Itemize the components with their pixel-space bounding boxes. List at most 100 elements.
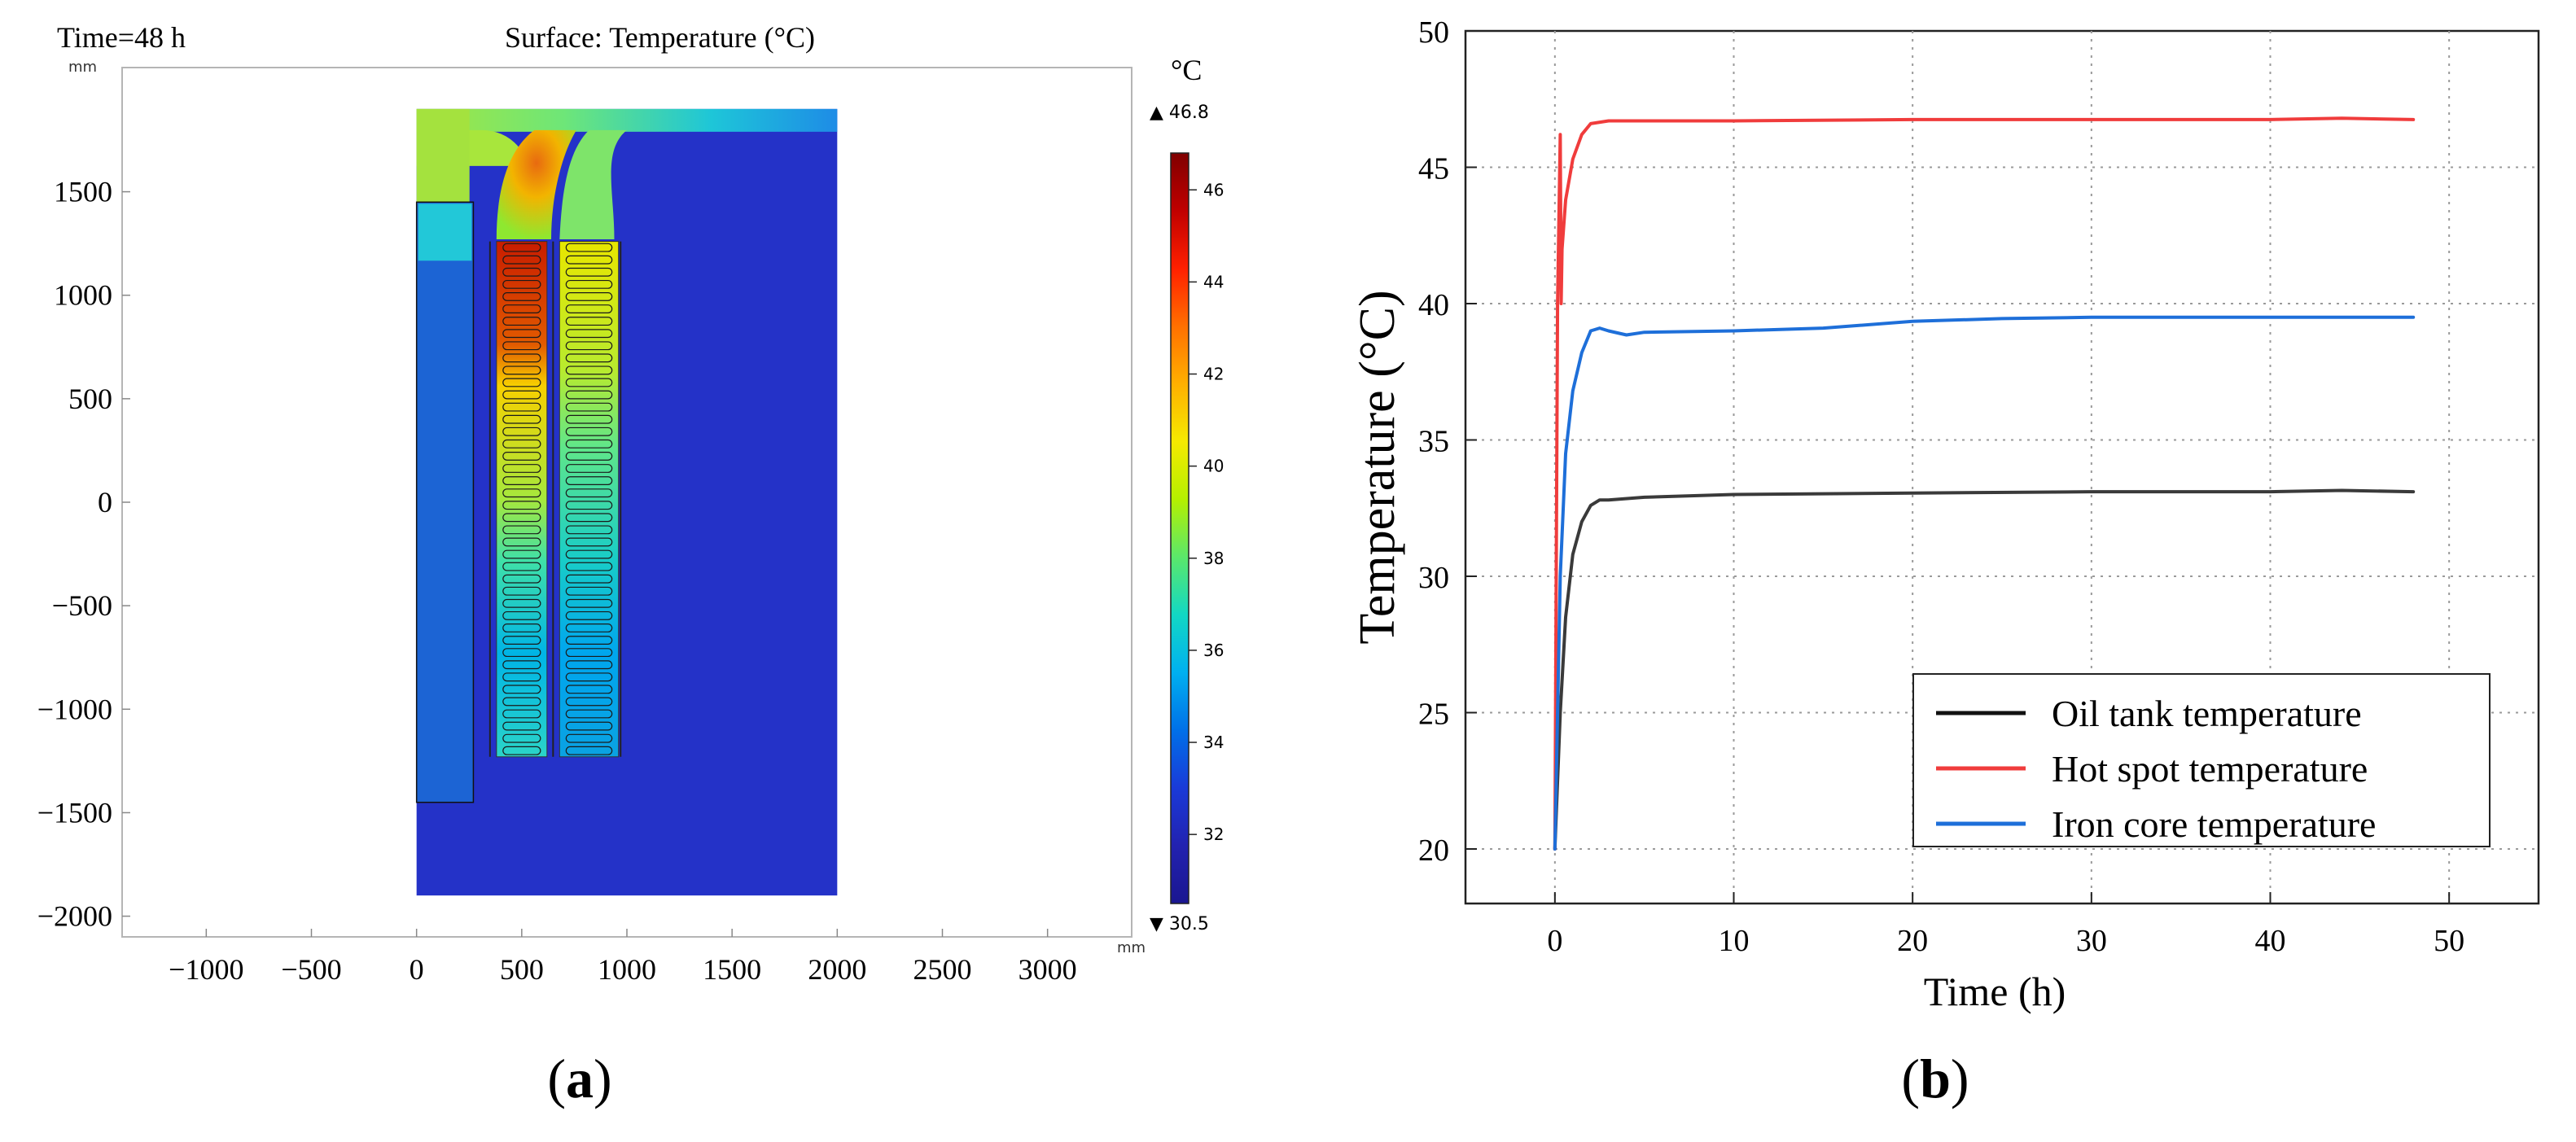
y-axis-unit: mm (68, 59, 97, 76)
legend-label: Hot spot temperature (2052, 748, 2368, 790)
y-tick-label: 500 (68, 383, 112, 415)
conductor-turn (502, 624, 541, 632)
conductor-turn (565, 513, 613, 523)
conductor-turn (502, 390, 541, 400)
conductor-turn (565, 378, 613, 387)
winding-column (496, 241, 548, 758)
conductor-turn (502, 476, 541, 485)
conductor-turn (502, 733, 541, 743)
conductor-turn (565, 685, 613, 694)
conductor-turn (565, 267, 613, 277)
line-y-axis-label: Temperature (°C) (1350, 290, 1405, 644)
colorbar-tick-label: 32 (1203, 825, 1224, 844)
conductor-turn (502, 255, 541, 265)
y-tick-label: −500 (52, 589, 112, 622)
conductor-turn (502, 501, 541, 510)
y-tick-label: 1500 (54, 176, 112, 208)
conductor-turn (502, 427, 541, 436)
legend: Oil tank temperature Hot spot temperature… (1912, 673, 2491, 847)
x-tick-label: 500 (500, 953, 544, 986)
conductor-turn (565, 292, 613, 301)
winding-column (559, 241, 620, 758)
conductor-turn (502, 562, 541, 571)
conductor-turn (502, 598, 541, 608)
conductor-turn (502, 317, 541, 326)
legend-label: Iron core temperature (2052, 803, 2376, 845)
y-tick-label: 50 (1418, 15, 1449, 50)
conductor-turn (502, 451, 541, 461)
conductor-turn (565, 304, 613, 313)
conductor-turn (502, 304, 541, 313)
x-tick-label: 10 (1719, 924, 1750, 958)
conductor-turn (565, 488, 613, 498)
conductor-turn (502, 464, 541, 473)
line-x-axis-label: Time (h) (1924, 969, 2066, 1014)
top-oil-band (416, 108, 838, 132)
conductor-turn (565, 697, 613, 707)
y-tick-label: 35 (1418, 425, 1449, 459)
series-line (1553, 488, 2416, 851)
colorbar-tick-label: 34 (1203, 733, 1224, 752)
x-tick-label: −500 (281, 953, 341, 986)
conductor-turn (565, 721, 613, 731)
conductor-turn (502, 586, 541, 596)
surface-title: Surface: Temperature (°C) (505, 21, 815, 54)
x-tick-label: 0 (1547, 924, 1562, 958)
y-tick-label: −1000 (37, 693, 112, 725)
heatmap-axis-ticks: −1000 −500 0 500 1000 1500 2000 2500 3000 1500 100… (37, 176, 1077, 986)
conductor-turn (502, 402, 541, 412)
conductor-turn (502, 660, 541, 670)
conductor-turn (565, 255, 613, 265)
conductor-turn (565, 439, 613, 448)
legend-box (1912, 673, 2491, 847)
conductor-turn (565, 464, 613, 473)
conductor-turn (565, 427, 613, 436)
conductor-turn (565, 243, 613, 252)
line-series (1553, 116, 2416, 851)
panel-label-a: (a) (547, 1048, 611, 1109)
x-tick-label: 3000 (1019, 953, 1077, 986)
colorbar-tick-label: 38 (1203, 549, 1224, 568)
conductor-turn (565, 501, 613, 510)
conductor-turn (565, 660, 613, 670)
x-tick-label: 30 (2076, 924, 2107, 958)
y-tick-label: 45 (1418, 152, 1449, 186)
conductor-turn (502, 636, 541, 645)
conductor-turn (565, 733, 613, 743)
series-line (1553, 116, 2416, 851)
conductor-turn (565, 365, 613, 375)
conductor-turn (502, 685, 541, 694)
colorbar-tick-label: 36 (1203, 641, 1224, 660)
conductor-turn (565, 414, 613, 424)
y-tick-label: −2000 (37, 900, 112, 933)
conductor-turn (502, 243, 541, 252)
colorbar-tick-label: 40 (1203, 457, 1224, 476)
conductor-turn (502, 610, 541, 620)
iron-core (415, 201, 475, 803)
conductor-turn (565, 402, 613, 412)
left-upper-warm-block (416, 108, 470, 203)
conductor-turn (565, 549, 613, 559)
colorbar (1170, 152, 1189, 904)
conductor-turn (565, 451, 613, 461)
y-tick-label: 0 (98, 486, 112, 518)
x-tick-label: −1000 (169, 953, 243, 986)
temperature-field (415, 108, 838, 896)
colorbar-min-label: ▼ 30.5 (1150, 914, 1209, 934)
conductor-turn (502, 292, 541, 301)
conductor-turn (565, 610, 613, 620)
x-tick-label: 1000 (598, 953, 656, 986)
y-tick-label: 1000 (54, 279, 112, 312)
conductor-turn (565, 574, 613, 584)
x-tick-label: 2500 (913, 953, 972, 986)
x-tick-label: 20 (1897, 924, 1928, 958)
x-tick-label: 40 (2255, 924, 2286, 958)
conductor-turn (502, 549, 541, 559)
conductor-turn (502, 341, 541, 351)
conductor-turn (502, 513, 541, 523)
conductor-turn (502, 279, 541, 289)
y-tick-label: 40 (1418, 288, 1449, 322)
y-tick-label: −1500 (37, 796, 112, 829)
hot-oil-plume (496, 129, 576, 240)
colorbar-tick-label: 42 (1203, 365, 1224, 384)
